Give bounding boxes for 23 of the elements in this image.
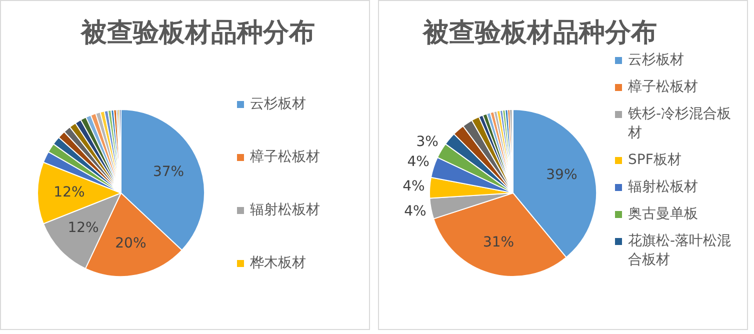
legend-label: 铁杉-冷杉混合板材: [628, 105, 732, 143]
legend-label: 云杉板材: [628, 51, 684, 70]
legend-label: 云杉板材: [250, 95, 306, 114]
data-label: 37%: [152, 164, 184, 180]
chart-title: 被查验板材品种分布: [79, 17, 316, 50]
data-label: 4%: [404, 203, 426, 220]
chart-title: 被查验板材品种分布: [421, 17, 658, 50]
legend-label: 樟子松板材: [250, 148, 320, 167]
data-label: 3%: [416, 134, 438, 150]
legend-label: 花旗松-落叶松混合板材: [628, 232, 732, 270]
data-label: 20%: [115, 235, 146, 252]
legend-label: 辐射松板材: [250, 201, 320, 220]
legend-label: 奥古曼单板: [628, 205, 698, 224]
legend-label: 桦木板材: [250, 254, 306, 273]
legend-label: SPF板材: [628, 151, 682, 170]
data-label: 4%: [402, 178, 425, 194]
legend-label: 樟子松板材: [628, 78, 698, 97]
data-label: 12%: [68, 220, 99, 236]
data-label: 12%: [54, 184, 85, 201]
data-label: 4%: [407, 154, 430, 170]
data-label: 39%: [546, 167, 578, 184]
legend-label: 辐射松板材: [628, 178, 698, 197]
data-label: 31%: [482, 234, 514, 250]
